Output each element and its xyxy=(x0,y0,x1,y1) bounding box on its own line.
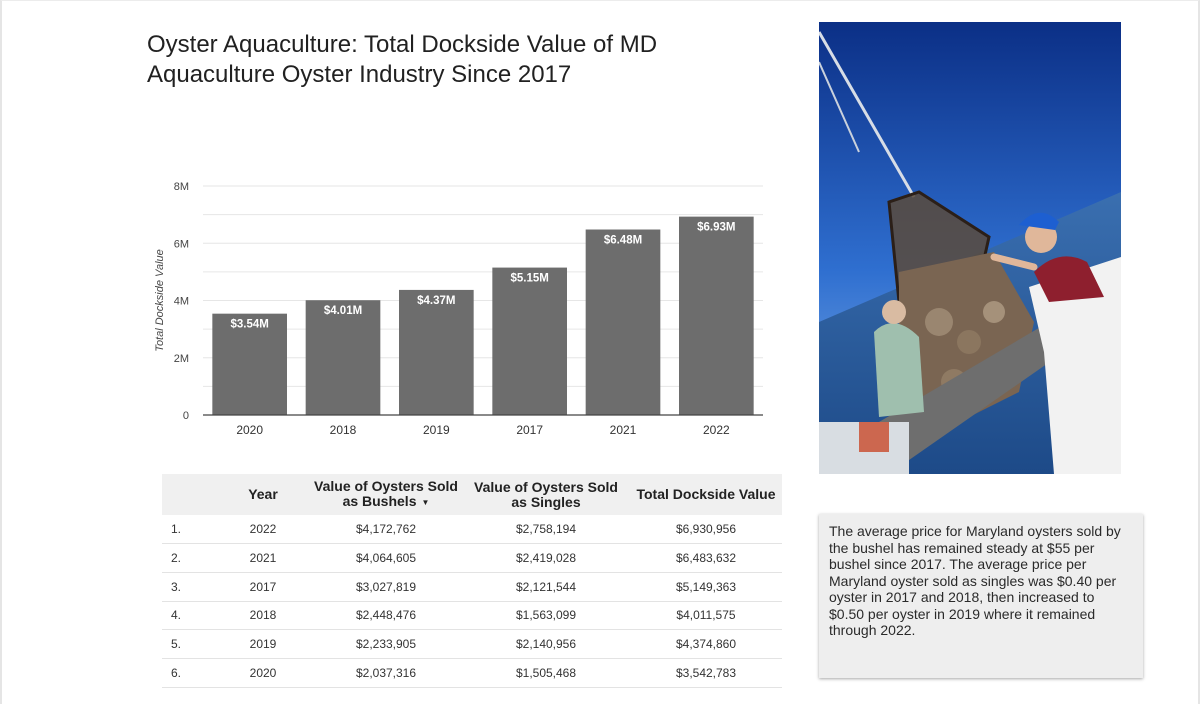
page-title: Oyster Aquaculture: Total Dockside Value… xyxy=(147,31,658,88)
cell-bushels: $2,037,316 xyxy=(310,658,462,688)
bar-value-label: $5.15M xyxy=(510,273,548,285)
cell-bushels: $4,064,605 xyxy=(310,543,462,573)
row-index: 3. xyxy=(162,572,216,602)
row-index: 4. xyxy=(162,601,216,631)
bar xyxy=(492,267,567,415)
header-singles[interactable]: Value of Oysters Sold as Singles xyxy=(462,474,630,515)
x-tick-label: 2019 xyxy=(423,423,450,437)
header-year[interactable]: Year xyxy=(216,474,310,515)
header-bushels-label: Value of Oysters Sold as Bushels xyxy=(314,478,458,510)
row-index: 1. xyxy=(162,515,216,545)
y-axis-label: Total Dockside Value xyxy=(154,249,166,352)
bar xyxy=(679,216,754,415)
data-table: Year Value of Oysters Sold as Bushels ▼ V… xyxy=(162,474,782,688)
bar-value-label: $6.93M xyxy=(697,222,735,234)
bar xyxy=(212,313,287,415)
cell-year: 2017 xyxy=(216,572,310,602)
cell-total: $3,542,783 xyxy=(630,658,782,688)
cell-bushels: $2,233,905 xyxy=(310,629,462,659)
x-tick-label: 2022 xyxy=(703,423,730,437)
cell-year: 2019 xyxy=(216,629,310,659)
y-tick-label: 0 xyxy=(183,410,189,422)
header-total-label: Total Dockside Value xyxy=(636,486,776,502)
cell-year: 2020 xyxy=(216,658,310,688)
bar-chart: 0 2M 4M 6M 8M Total Dockside Value $3.54M 2020 $… xyxy=(154,181,763,437)
table-header-row: Year Value of Oysters Sold as Bushels ▼ V… xyxy=(162,474,782,515)
bar xyxy=(399,289,474,415)
x-tick-label: 2021 xyxy=(610,423,637,437)
header-index xyxy=(162,474,216,515)
y-tick-label: 6M xyxy=(174,238,189,250)
y-tick-label: 4M xyxy=(174,296,189,308)
row-index: 2. xyxy=(162,543,216,573)
header-year-label: Year xyxy=(248,486,278,502)
x-tick-label: 2020 xyxy=(236,423,263,437)
cell-bushels: $2,448,476 xyxy=(310,601,462,631)
bar xyxy=(305,300,381,415)
cell-singles: $1,505,468 xyxy=(462,658,630,688)
x-tick-label: 2018 xyxy=(330,423,357,437)
row-index: 6. xyxy=(162,658,216,688)
table-row: 4. 2018 $2,448,476 $1,563,099 $4,011,575 xyxy=(162,601,782,631)
y-tick-label: 2M xyxy=(174,353,189,365)
header-bushels[interactable]: Value of Oysters Sold as Bushels ▼ xyxy=(310,474,462,515)
cell-bushels: $4,172,762 xyxy=(310,515,462,545)
cell-year: 2022 xyxy=(216,515,310,545)
table-row: 2. 2021 $4,064,605 $2,419,028 $6,483,632 xyxy=(162,543,782,573)
header-total[interactable]: Total Dockside Value xyxy=(630,474,782,515)
table-row: 3. 2017 $3,027,819 $2,121,544 $5,149,363 xyxy=(162,572,782,602)
cell-year: 2018 xyxy=(216,601,310,631)
cell-year: 2021 xyxy=(216,543,310,573)
table-row: 1. 2022 $4,172,762 $2,758,194 $6,930,956 xyxy=(162,515,782,545)
oyster-harvest-illustration xyxy=(819,22,1121,474)
oyster-harvest-photo xyxy=(819,22,1121,474)
cell-singles: $1,563,099 xyxy=(462,601,630,631)
info-note: The average price for Maryland oysters s… xyxy=(819,514,1143,678)
cell-bushels: $3,027,819 xyxy=(310,572,462,602)
cell-total: $5,149,363 xyxy=(630,572,782,602)
row-index: 5. xyxy=(162,629,216,659)
y-tick-label: 8M xyxy=(174,181,189,193)
cell-total: $4,011,575 xyxy=(630,601,782,631)
cell-singles: $2,419,028 xyxy=(462,543,630,573)
bar-value-label: $4.01M xyxy=(324,305,362,317)
bar-value-label: $3.54M xyxy=(230,319,268,331)
bar-value-label: $4.37M xyxy=(417,295,455,307)
cell-total: $6,483,632 xyxy=(630,543,782,573)
bar xyxy=(585,229,661,415)
table-row: 5. 2019 $2,233,905 $2,140,956 $4,374,860 xyxy=(162,629,782,659)
cell-total: $6,930,956 xyxy=(630,515,782,545)
x-tick-label: 2017 xyxy=(516,423,543,437)
cell-singles: $2,121,544 xyxy=(462,572,630,602)
bar-value-label: $6.48M xyxy=(604,235,642,247)
cell-singles: $2,758,194 xyxy=(462,515,630,545)
header-singles-label: Value of Oysters Sold as Singles xyxy=(474,478,618,510)
cell-singles: $2,140,956 xyxy=(462,629,630,659)
sort-descending-icon[interactable]: ▼ xyxy=(421,497,430,507)
cell-total: $4,374,860 xyxy=(630,629,782,659)
table-row: 6. 2020 $2,037,316 $1,505,468 $3,542,783 xyxy=(162,658,782,688)
